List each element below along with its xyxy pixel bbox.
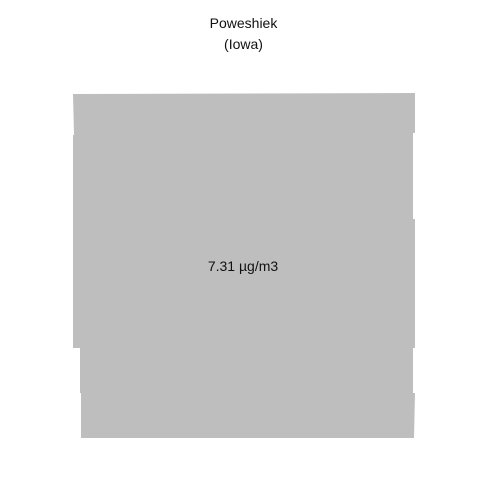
county-shape[interactable] (73, 93, 415, 438)
map-title: Poweshiek (Iowa) (0, 13, 487, 55)
county-name-title: Poweshiek (209, 15, 278, 31)
state-name-subtitle: (Iowa) (224, 36, 263, 52)
county-value-label: 7.31 µg/m3 (208, 258, 279, 274)
